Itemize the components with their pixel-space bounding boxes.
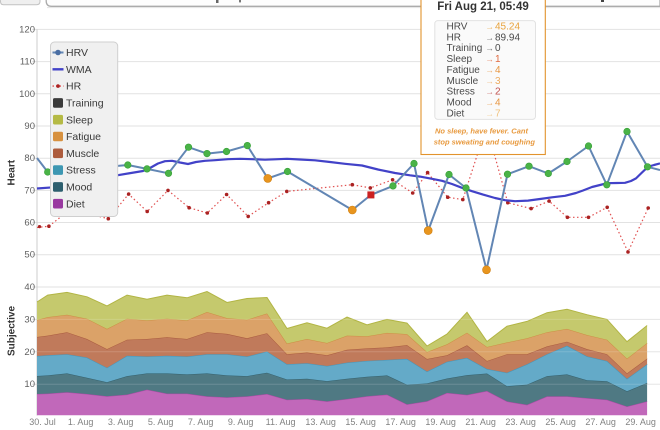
svg-text:30. Jul: 30. Jul [29,417,56,427]
svg-text:→: → [486,108,495,118]
svg-text:4: 4 [495,65,501,76]
svg-text:Fri Aug 21, 05:49: Fri Aug 21, 05:49 [437,1,529,13]
svg-text:40: 40 [24,282,35,293]
svg-text:100: 100 [19,89,35,100]
svg-text:Muscle: Muscle [447,76,479,87]
svg-text:Diet: Diet [66,198,85,210]
svg-text:Diet: Diet [447,108,465,119]
svg-text:→: → [486,65,495,75]
svg-text:89.94: 89.94 [495,32,520,43]
svg-text:No sleep, have fever. Cant: No sleep, have fever. Cant [435,127,528,136]
svg-text:13. Aug: 13. Aug [305,417,336,427]
svg-text:Mood: Mood [66,182,92,194]
svg-text:Sleep: Sleep [447,54,473,65]
svg-text:→: → [486,43,495,53]
svg-text:WMA: WMA [66,64,92,76]
svg-text:HRV: HRV [66,47,88,59]
svg-text:1. Aug: 1. Aug [68,417,94,427]
svg-text:Training: Training [66,98,104,110]
svg-text:Muscle: Muscle [66,148,99,160]
svg-text:17. Aug: 17. Aug [385,417,416,427]
svg-text:3: 3 [495,76,501,87]
svg-text:15. Aug: 15. Aug [345,417,376,427]
svg-text:Mood: Mood [447,97,472,108]
svg-text:0: 0 [495,43,501,54]
svg-text:Fatigue: Fatigue [447,65,481,76]
svg-text:Stress: Stress [66,165,96,177]
svg-text:90: 90 [24,121,35,132]
svg-text:80: 80 [24,153,35,164]
svg-text:25. Aug: 25. Aug [545,417,576,427]
svg-text:→: → [486,22,495,32]
svg-text:→: → [486,32,495,42]
svg-text:23. Aug: 23. Aug [505,417,536,427]
svg-text:stop sweating and coughing: stop sweating and coughing [434,137,536,146]
svg-text:70: 70 [24,185,35,196]
svg-text:60: 60 [24,218,35,229]
svg-text:HR: HR [447,32,461,43]
svg-text:Fatigue: Fatigue [66,131,101,143]
svg-text:2: 2 [495,87,501,98]
svg-text:11. Aug: 11. Aug [266,417,296,427]
svg-text:120: 120 [19,24,35,35]
svg-text:27. Aug: 27. Aug [585,417,616,427]
svg-text:9. Aug: 9. Aug [228,417,254,427]
svg-text:21. Aug: 21. Aug [465,417,496,427]
svg-text:50: 50 [24,250,35,261]
svg-text:19. Aug: 19. Aug [425,417,456,427]
svg-text:3. Aug: 3. Aug [108,417,134,427]
svg-text:Training: Training [447,43,483,54]
svg-text:→: → [486,97,495,107]
svg-text:→: → [486,87,495,97]
svg-text:45.24: 45.24 [495,22,520,33]
svg-text:Subjective: Subjective [7,306,18,356]
svg-text:→: → [486,76,495,86]
svg-text:20: 20 [24,347,35,358]
svg-text:Heart: Heart [7,159,18,185]
svg-text:1: 1 [495,54,501,65]
svg-text:Stress: Stress [447,87,475,98]
svg-text:110: 110 [20,57,35,68]
svg-text:7. Aug: 7. Aug [188,417,214,427]
svg-text:→: → [486,54,495,64]
svg-text:HRV: HRV [447,22,468,33]
svg-text:7: 7 [495,108,501,119]
svg-text:29. Aug: 29. Aug [625,417,656,427]
svg-text:4: 4 [495,97,501,108]
svg-text:HR: HR [66,81,82,93]
svg-text:Sleep: Sleep [66,114,93,126]
svg-text:30: 30 [24,314,35,325]
svg-text:10: 10 [24,379,35,390]
svg-text:5. Aug: 5. Aug [148,417,174,427]
